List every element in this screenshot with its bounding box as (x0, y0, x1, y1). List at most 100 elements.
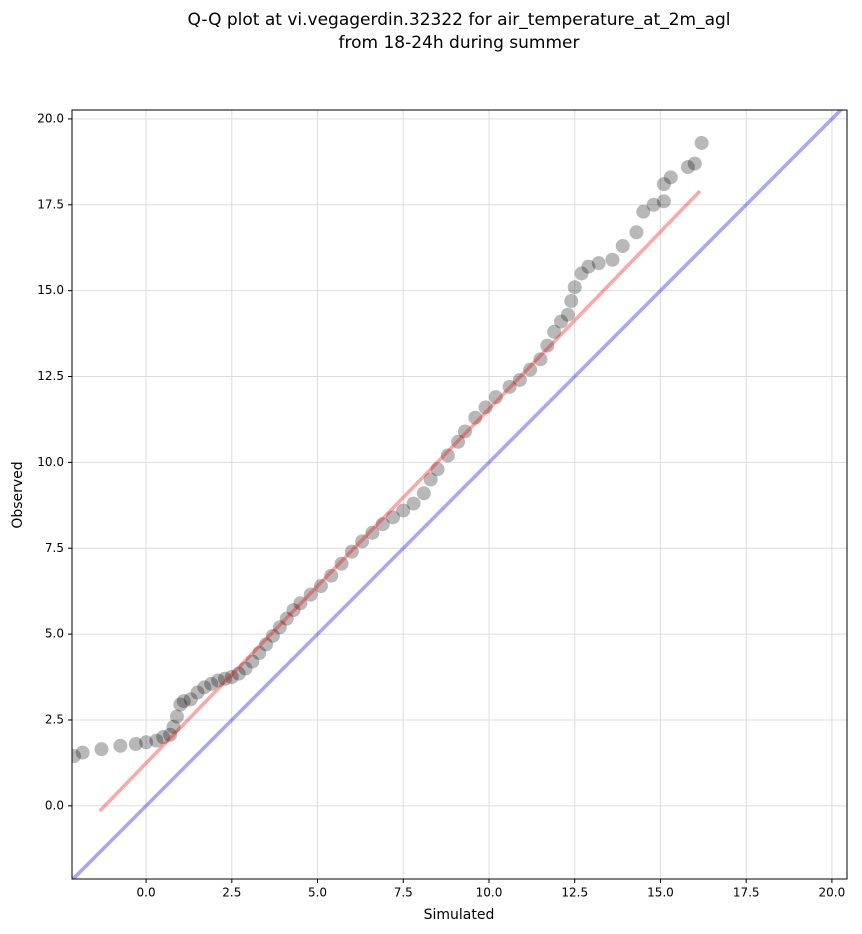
data-point (560, 307, 575, 322)
data-point (113, 738, 128, 753)
x-tick-label: 2.5 (222, 886, 241, 900)
x-tick-label: 20.0 (819, 886, 846, 900)
data-point (303, 587, 318, 602)
data-point (591, 256, 606, 271)
x-tick-label: 15.0 (647, 886, 674, 900)
data-point (149, 733, 164, 748)
data-point (128, 737, 143, 752)
data-point (204, 676, 219, 691)
data-point (265, 628, 280, 643)
data-point (629, 225, 644, 240)
data-point (636, 204, 651, 219)
data-point (533, 352, 548, 367)
y-tick-label: 7.5 (45, 541, 64, 555)
data-point (385, 510, 400, 525)
data-point (396, 503, 411, 518)
data-point (166, 719, 181, 734)
chart-title: from 18-24h during summer (339, 33, 580, 53)
data-point (430, 462, 445, 477)
data-point (163, 727, 178, 742)
data-point (272, 620, 287, 635)
data-point (423, 472, 438, 487)
data-point (440, 448, 455, 463)
data-point (574, 266, 589, 281)
data-point (75, 745, 90, 760)
data-point (231, 666, 246, 681)
data-point (680, 160, 695, 175)
data-point (176, 694, 191, 709)
data-point (173, 697, 188, 712)
x-tick-label: 12.5 (561, 886, 588, 900)
axes-frame (71, 109, 848, 880)
y-tick-label: 2.5 (45, 712, 64, 726)
data-point (324, 568, 339, 583)
data-point (94, 742, 109, 757)
data-point (156, 730, 171, 745)
x-tick-label: 7.5 (394, 886, 413, 900)
x-axis-label: Simulated (424, 907, 495, 923)
data-point (286, 603, 301, 618)
data-point (197, 680, 212, 695)
data-point (451, 434, 466, 449)
data-point (313, 579, 328, 594)
data-point (375, 517, 390, 532)
data-point (169, 709, 184, 724)
reference-line (72, 110, 844, 879)
data-point (406, 496, 421, 511)
data-point (245, 654, 260, 669)
data-point (355, 534, 370, 549)
x-tick-label: 0.0 (137, 886, 156, 900)
data-point (211, 673, 226, 688)
data-point (656, 194, 671, 209)
y-tick-label: 12.5 (37, 369, 64, 383)
data-point (540, 338, 555, 353)
data-point (468, 410, 483, 425)
y-tick-label: 20.0 (37, 111, 64, 125)
data-point (279, 611, 294, 626)
data-point (190, 685, 205, 700)
data-point (523, 362, 538, 377)
data-point (217, 671, 232, 686)
data-point (564, 293, 579, 308)
data-point (259, 637, 274, 652)
data-point (488, 390, 503, 405)
y-tick-label: 10.0 (37, 455, 64, 469)
data-point (72, 749, 82, 764)
data-point (238, 661, 253, 676)
data-point (224, 670, 239, 685)
x-tick-label: 17.5 (733, 886, 760, 900)
data-point (605, 252, 620, 267)
data-point (512, 372, 527, 387)
data-point (646, 197, 661, 212)
data-point (694, 135, 709, 150)
data-point (293, 596, 308, 611)
data-point (416, 486, 431, 501)
data-point (478, 400, 493, 415)
data-point (183, 692, 198, 707)
data-point (344, 544, 359, 559)
data-point (139, 735, 154, 750)
data-point (656, 177, 671, 192)
data-point (334, 556, 349, 571)
y-tick-label: 15.0 (37, 283, 64, 297)
y-tick-label: 5.0 (45, 627, 64, 641)
data-point (502, 379, 517, 394)
reference-line (98, 189, 702, 813)
data-point (687, 156, 702, 171)
data-point (615, 239, 630, 254)
data-point (252, 646, 267, 661)
data-point (567, 280, 582, 295)
data-point (365, 525, 380, 540)
data-point (554, 314, 569, 329)
y-tick-label: 17.5 (37, 197, 64, 211)
data-point (663, 170, 678, 185)
data-point (457, 424, 472, 439)
data-point (547, 324, 562, 339)
chart-title: Q-Q plot at vi.vegagerdin.32322 for air_… (187, 10, 730, 30)
x-tick-label: 5.0 (308, 886, 327, 900)
y-tick-label: 0.0 (45, 798, 64, 812)
plot-area (72, 110, 847, 879)
x-tick-label: 10.0 (476, 886, 503, 900)
y-axis-label: Observed (10, 461, 26, 528)
